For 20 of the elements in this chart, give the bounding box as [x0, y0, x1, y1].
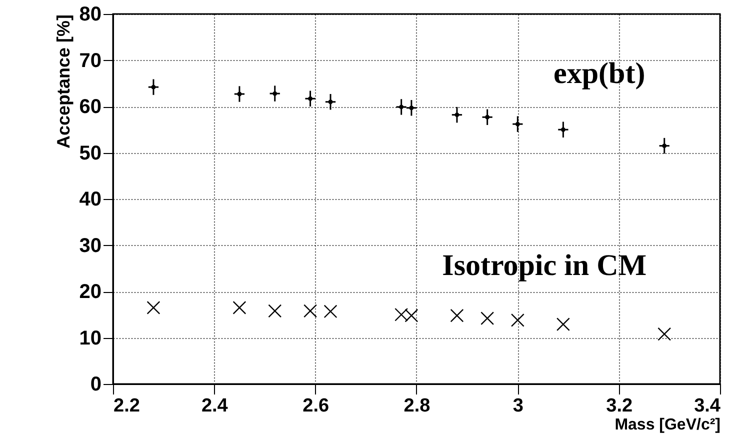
y-tick-label: 50 — [79, 142, 102, 164]
y-tick-label: 80 — [79, 4, 102, 26]
x-tick-label: 2.6 — [302, 396, 330, 416]
x-tick-label: 3 — [512, 396, 524, 416]
series-label: Isotropic in CM — [442, 249, 647, 282]
y-tick-label: 70 — [79, 50, 102, 72]
y-tick-label: 0 — [90, 374, 102, 396]
y-tick-label: 40 — [79, 188, 102, 210]
x-tick-label: 2.8 — [404, 396, 430, 416]
y-tick-label: 10 — [79, 327, 102, 350]
y-tick-label: 20 — [79, 281, 102, 303]
x-tick-label: 3.2 — [606, 396, 633, 416]
x-axis-title: Mass [GeV/c²] — [614, 416, 720, 434]
y-axis-title: Acceptance [%] — [53, 14, 74, 149]
x-tick-label: 3.4 — [694, 396, 721, 416]
series-label: exp(bt) — [554, 56, 646, 90]
x-tick-label: 2.2 — [114, 396, 140, 416]
x-tick-label: 2.4 — [201, 396, 228, 416]
y-tick-label: 30 — [79, 234, 102, 257]
y-tick-label: 60 — [79, 96, 102, 118]
